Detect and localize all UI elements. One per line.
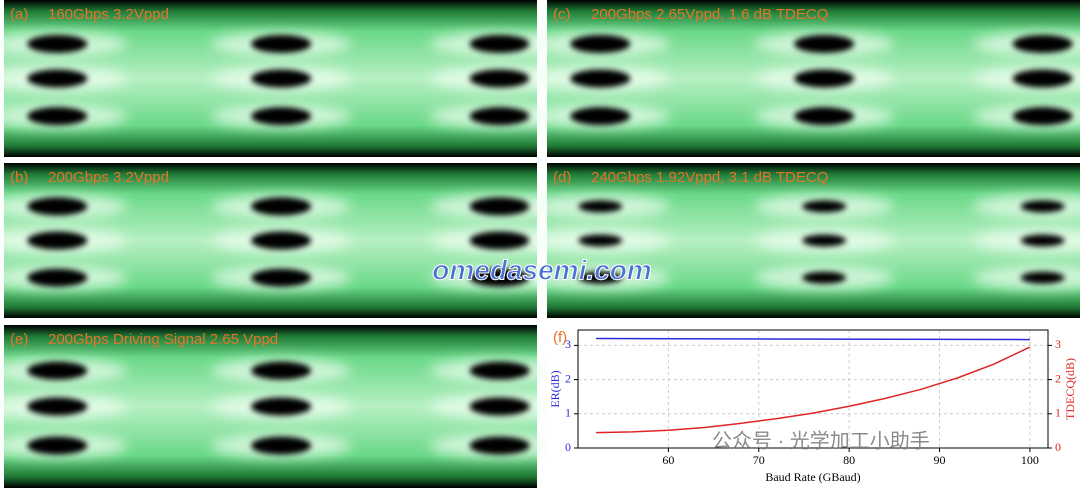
eye-opening xyxy=(469,436,530,455)
eye-opening xyxy=(469,69,530,88)
eye-opening xyxy=(27,34,88,53)
eye-opening xyxy=(469,107,530,126)
y2-tick-label: 1 xyxy=(1055,406,1061,420)
eye-diagram: (d) 240Gbps 1.92Vppd, 3.1 dB TDECQ xyxy=(530,163,1080,318)
eye-opening xyxy=(251,69,312,88)
eye-opening xyxy=(1020,200,1065,213)
y-tick-label: 0 xyxy=(565,440,571,454)
eye-opening xyxy=(469,34,530,53)
eye-opening xyxy=(251,397,312,416)
eye-opening xyxy=(251,34,312,53)
series-line xyxy=(596,346,1031,434)
eye-opening xyxy=(27,69,88,88)
eye-opening xyxy=(578,234,623,247)
eye-opening xyxy=(469,397,530,416)
watermark: 公众号 · 光学加工小助手 xyxy=(712,429,930,452)
panel-caption: 240Gbps 1.92Vppd, 3.1 dB TDECQ xyxy=(591,169,828,186)
x-tick-label: 90 xyxy=(934,453,946,467)
eye-opening xyxy=(1012,69,1073,88)
panel-label: (e) xyxy=(10,331,28,348)
eye-opening xyxy=(27,268,88,287)
panel-caption: 160Gbps 3.2Vppd xyxy=(48,6,169,23)
x-tick-label: 70 xyxy=(753,453,765,467)
eye-opening xyxy=(251,361,312,380)
series-line xyxy=(596,337,1030,341)
watermark: omedasemi.com xyxy=(432,254,651,285)
eye-opening xyxy=(27,436,88,455)
eye-opening xyxy=(578,271,623,284)
panel-label: (f) xyxy=(553,329,567,346)
plot-frame xyxy=(577,329,1049,449)
eye-opening xyxy=(469,268,530,287)
eye-opening xyxy=(1020,271,1065,284)
eye-opening xyxy=(27,107,88,126)
y-axis-label: ER(dB) xyxy=(548,370,562,407)
eye-opening xyxy=(570,69,631,88)
x-tick-label: 60 xyxy=(662,453,674,467)
eye-opening xyxy=(1012,107,1073,126)
eye-opening xyxy=(251,436,312,455)
eye-diagram: (c) 200Gbps 2.65Vppd, 1.6 dB TDECQ xyxy=(530,0,1080,157)
eye-opening xyxy=(794,107,855,126)
eye-opening xyxy=(578,200,623,213)
panel-label: (b) xyxy=(10,169,28,186)
y2-tick-label: 2 xyxy=(1055,371,1061,385)
x-tick-label: 80 xyxy=(843,453,855,467)
x-axis-label: Baud Rate (GBaud) xyxy=(765,470,860,484)
eye-opening xyxy=(251,197,312,216)
eye-opening xyxy=(27,197,88,216)
eye-opening xyxy=(27,361,88,380)
eye-opening xyxy=(570,107,631,126)
eye-opening xyxy=(469,361,530,380)
y2-tick-label: 3 xyxy=(1055,337,1061,351)
eye-opening xyxy=(251,231,312,250)
chart-background xyxy=(547,325,1080,490)
panel-label: (c) xyxy=(553,6,571,23)
y2-tick-label: 0 xyxy=(1055,440,1061,454)
eye-opening xyxy=(251,107,312,126)
panel-label: (d) xyxy=(553,169,571,186)
panel-label: (a) xyxy=(10,6,28,23)
eye-opening xyxy=(469,197,530,216)
x-tick-label: 100 xyxy=(1021,453,1039,467)
eye-opening xyxy=(251,268,312,287)
eye-opening xyxy=(27,231,88,250)
y-tick-label: 1 xyxy=(565,406,571,420)
eye-diagram: (a) 160Gbps 3.2Vppd xyxy=(0,0,570,157)
eye-opening xyxy=(802,271,847,284)
eye-opening xyxy=(27,397,88,416)
eye-opening xyxy=(570,34,631,53)
eye-diagram: (e) 200Gbps Driving Signal 2.65 Vppd xyxy=(0,325,570,488)
eye-opening xyxy=(802,200,847,213)
panel-caption: 200Gbps 2.65Vppd, 1.6 dB TDECQ xyxy=(591,6,828,23)
eye-opening xyxy=(794,69,855,88)
eye-opening xyxy=(1012,34,1073,53)
panel-caption: 200Gbps 3.2Vppd xyxy=(48,169,169,186)
panel-caption: 200Gbps Driving Signal 2.65 Vppd xyxy=(48,331,278,348)
y-tick-label: 3 xyxy=(565,337,571,351)
eye-opening xyxy=(469,231,530,250)
eye-opening xyxy=(1020,234,1065,247)
y2-axis-label: TDECQ(dB) xyxy=(1063,358,1077,420)
eye-opening xyxy=(802,234,847,247)
eye-diagram: (b) 200Gbps 3.2Vppd xyxy=(0,163,570,318)
y-tick-label: 2 xyxy=(565,371,571,385)
eye-opening xyxy=(794,34,855,53)
